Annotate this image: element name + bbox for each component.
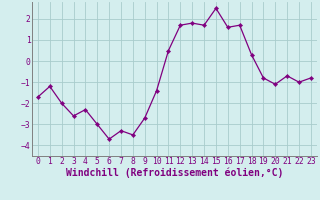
X-axis label: Windchill (Refroidissement éolien,°C): Windchill (Refroidissement éolien,°C): [66, 168, 283, 178]
